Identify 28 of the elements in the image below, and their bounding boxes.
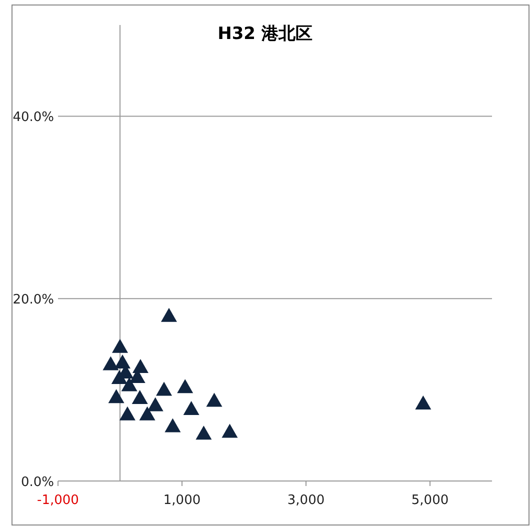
point xyxy=(139,406,156,420)
point xyxy=(222,424,238,438)
point xyxy=(206,392,222,407)
x-tick-label: 5,000 xyxy=(411,493,449,508)
point xyxy=(160,308,177,322)
point xyxy=(164,418,181,432)
point xyxy=(147,397,164,412)
x-tick-label: 1,000 xyxy=(163,493,201,508)
y-tick-label: 40.0% xyxy=(12,110,54,126)
x-tick-label: -1,000 xyxy=(37,493,79,508)
chart-title: H32 港北区 xyxy=(218,24,312,44)
x-tick-label: 3,000 xyxy=(287,493,325,508)
point xyxy=(177,379,194,394)
y-tick-label: 0.0% xyxy=(20,475,54,490)
point xyxy=(156,382,172,396)
point xyxy=(114,354,130,368)
point xyxy=(183,400,200,415)
point xyxy=(119,406,136,420)
point xyxy=(112,338,128,353)
y-tick-label: 20.0% xyxy=(12,292,54,308)
point xyxy=(108,389,124,404)
point xyxy=(111,370,128,384)
point xyxy=(121,377,138,392)
point xyxy=(102,356,119,370)
point xyxy=(196,426,212,440)
point xyxy=(415,395,432,410)
point xyxy=(132,359,148,373)
point xyxy=(132,390,148,404)
